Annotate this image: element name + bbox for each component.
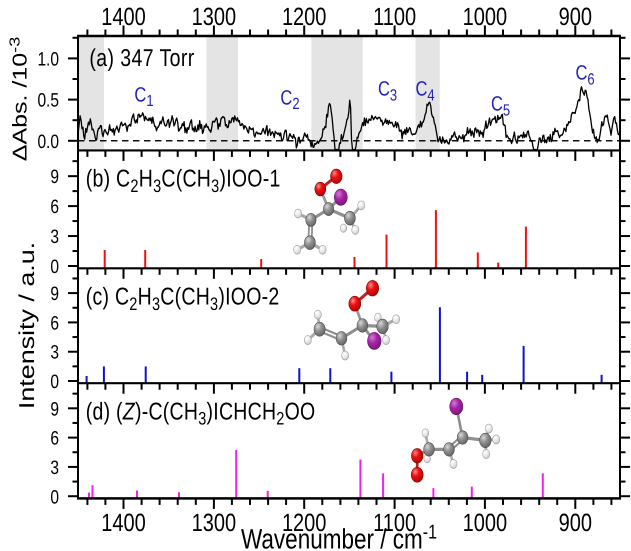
svg-text:C1: C1: [134, 84, 153, 110]
svg-text:0.0: 0.0: [37, 132, 59, 153]
svg-text:3: 3: [50, 458, 59, 479]
svg-text:1100: 1100: [373, 510, 416, 537]
svg-text:3: 3: [50, 227, 59, 248]
svg-text:ΔAbs. /10-3: ΔAbs. /10-3: [8, 37, 32, 162]
svg-text:C2: C2: [280, 87, 299, 113]
svg-text:0: 0: [50, 487, 59, 508]
svg-text:1000: 1000: [463, 4, 508, 31]
svg-text:0.5: 0.5: [37, 90, 59, 111]
svg-text:6: 6: [50, 428, 59, 449]
svg-text:1100: 1100: [373, 4, 416, 31]
svg-text:Intensity / a.u.: Intensity / a.u.: [15, 242, 39, 409]
svg-text:6: 6: [50, 197, 59, 218]
svg-text:0: 0: [50, 257, 59, 278]
svg-text:9: 9: [50, 399, 59, 420]
svg-text:1300: 1300: [192, 4, 237, 31]
svg-text:1000: 1000: [463, 510, 508, 537]
svg-text:0: 0: [50, 372, 59, 393]
svg-text:6: 6: [50, 313, 59, 334]
svg-text:1400: 1400: [101, 4, 146, 31]
svg-text:1200: 1200: [282, 4, 327, 31]
svg-text:1.0: 1.0: [37, 49, 59, 70]
svg-text:(a) 347 Torr: (a) 347 Torr: [89, 45, 194, 72]
svg-text:C3: C3: [378, 78, 397, 104]
svg-text:3: 3: [50, 342, 59, 363]
svg-text:(c) C2H3C(CH3)IOO-2: (c) C2H3C(CH3)IOO-2: [86, 283, 280, 314]
svg-text:900: 900: [559, 4, 592, 31]
svg-text:C4: C4: [416, 78, 435, 104]
svg-text:1300: 1300: [192, 510, 237, 537]
svg-text:C5: C5: [491, 93, 510, 119]
svg-text:1200: 1200: [282, 510, 327, 537]
svg-text:900: 900: [559, 510, 592, 537]
svg-text:9: 9: [50, 167, 59, 188]
svg-text:C6: C6: [576, 62, 595, 88]
svg-text:1400: 1400: [101, 510, 146, 537]
svg-text:9: 9: [50, 284, 59, 305]
svg-text:Wavenumber / cm-1: Wavenumber / cm-1: [241, 522, 437, 551]
svg-text:(b) C2H3C(CH3)IOO-1: (b) C2H3C(CH3)IOO-1: [86, 165, 281, 196]
